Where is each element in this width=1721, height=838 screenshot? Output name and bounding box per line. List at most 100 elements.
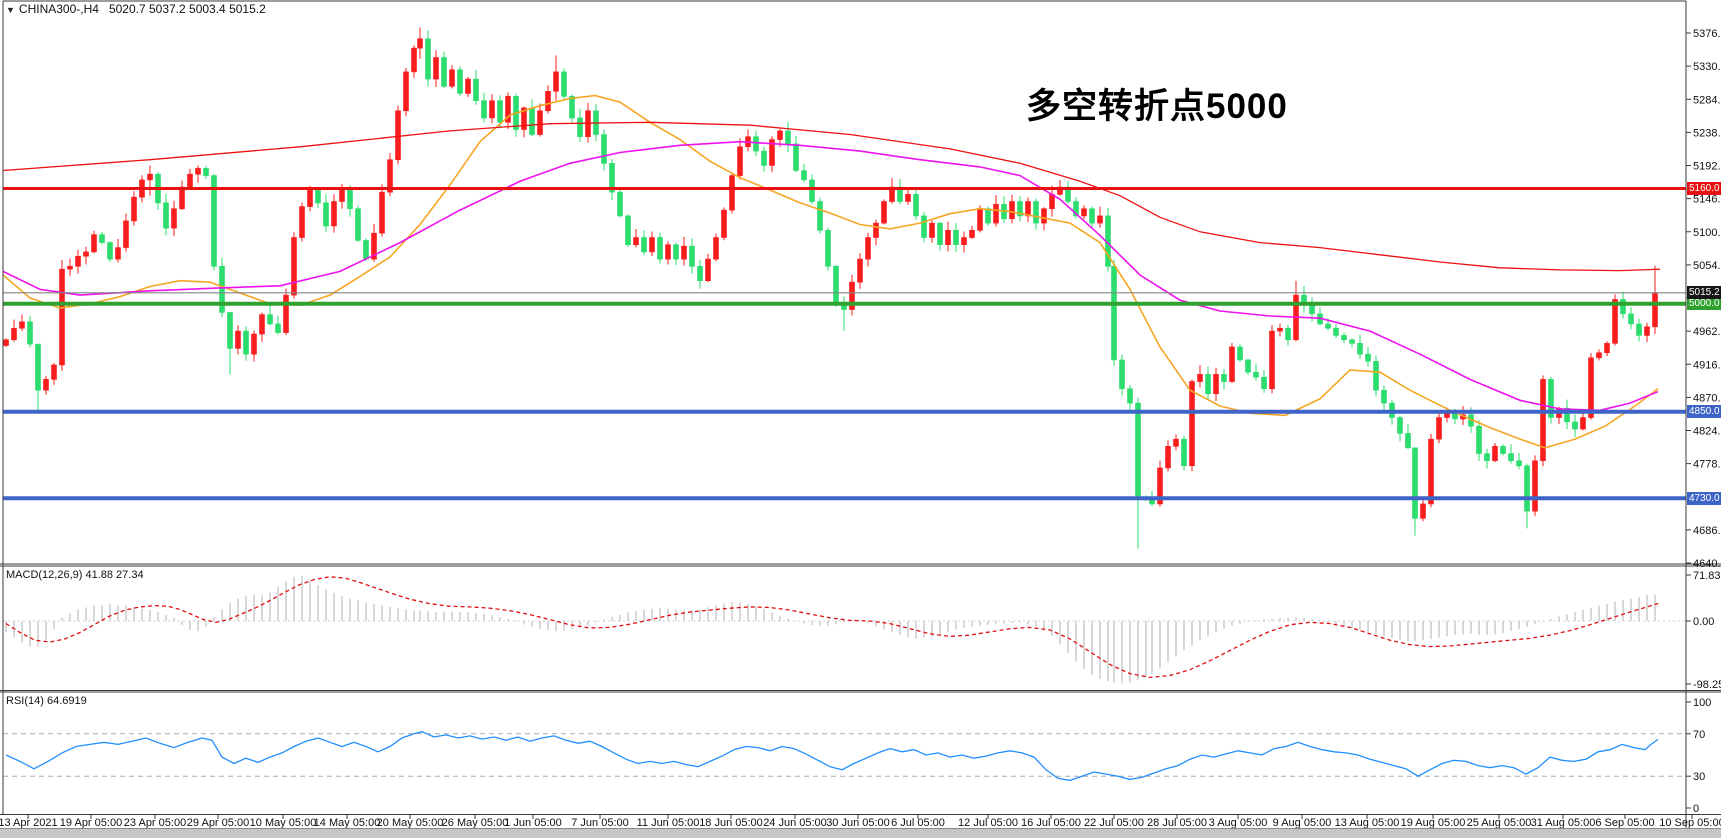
bottom-scrollbar-strip[interactable] [0, 828, 1721, 838]
candle-body [505, 96, 511, 123]
price-axis[interactable]: 5376.0 5330.0 5284.0 5238.0 5192.0 5146.0 5100… [1686, 28, 1721, 570]
time-tick-label: 31 Aug 05:00 [1531, 817, 1596, 829]
candle [1500, 444, 1506, 456]
candle [433, 50, 439, 88]
macd-tick-label: 71.83 [1693, 570, 1721, 582]
candle-body [275, 323, 281, 333]
candle-body [1628, 313, 1634, 325]
candle [1089, 206, 1095, 228]
time-tick-label: 25 Aug 05:00 [1467, 817, 1532, 829]
time-tick-label: 10 May 05:00 [250, 817, 317, 829]
candle-body [833, 266, 839, 303]
candle-body [633, 237, 639, 246]
candle-body [641, 237, 647, 253]
time-tick-label: 18 Jun 05:00 [699, 817, 763, 829]
candle [913, 188, 919, 220]
candle [195, 165, 201, 183]
price-tick-label: 5284.0 [1693, 94, 1721, 106]
candle [897, 179, 903, 205]
candle [43, 375, 49, 395]
candle-body [1540, 379, 1546, 462]
candle [155, 172, 161, 210]
candle [1524, 463, 1530, 529]
candle [267, 305, 273, 326]
candle-body [609, 163, 615, 193]
candle [403, 67, 409, 117]
candle-body [1564, 407, 1570, 423]
price-box-4850.0: 4850.0 [1687, 405, 1721, 418]
candle [211, 174, 217, 271]
candle [617, 189, 623, 218]
candle [1245, 358, 1251, 375]
rsi-tick-label: 30 [1693, 771, 1705, 783]
candle-body [1081, 208, 1087, 217]
price-tick-label: 4962.0 [1693, 326, 1721, 338]
candle [331, 194, 337, 233]
price-box-5000.0: 5000.0 [1687, 297, 1721, 310]
candle [99, 231, 105, 245]
candle [625, 214, 631, 247]
candle-body [937, 222, 943, 246]
candle-body [1111, 266, 1117, 361]
candle [1349, 338, 1355, 348]
candle-body [433, 57, 439, 80]
candle-body [769, 139, 775, 166]
rsi-panel[interactable] [3, 731, 1686, 782]
candle [1025, 197, 1031, 222]
candle-body [561, 71, 567, 97]
candle-body [299, 206, 305, 238]
candle [1516, 452, 1522, 470]
candle-body [905, 194, 911, 202]
main-price-panel[interactable] [3, 27, 1686, 549]
symbol-dropdown-icon[interactable]: ▼ [6, 5, 15, 15]
candle [961, 231, 967, 253]
candle [737, 138, 743, 180]
candle-body [1149, 499, 1155, 505]
candle [921, 211, 927, 243]
candle [179, 180, 185, 211]
candle-body [1500, 446, 1506, 454]
candle-body [187, 173, 193, 188]
price-box-5160.0: 5160.0 [1687, 182, 1721, 195]
price-tick-label: 4686.0 [1693, 525, 1721, 537]
time-tick-label: 30 Jun 05:00 [826, 817, 890, 829]
candle-body [993, 204, 999, 224]
candle-body [465, 78, 471, 94]
time-tick-label: 7 Jun 05:00 [571, 817, 629, 829]
candle-body [1221, 374, 1227, 382]
candle [1397, 415, 1403, 442]
candle-body [849, 281, 855, 310]
candle [1420, 497, 1426, 522]
candle-body [219, 266, 225, 313]
candle [1293, 280, 1299, 342]
candle-body [665, 244, 671, 260]
candle-body [403, 71, 409, 112]
candle-body [123, 220, 129, 248]
candle [1604, 341, 1610, 357]
time-tick-label: 23 Apr 05:00 [124, 817, 186, 829]
candle-body [681, 245, 687, 260]
macd-axis[interactable]: 71.83 0.00 -98.25 [1686, 570, 1721, 691]
candle-body [729, 175, 735, 211]
candle [753, 130, 759, 157]
time-tick-label: 6 Sep 05:00 [1595, 817, 1654, 829]
candle-body [19, 321, 25, 329]
candle-body [1580, 417, 1586, 430]
macd-panel[interactable] [3, 575, 1686, 684]
candle [1636, 318, 1642, 342]
candle-body [1588, 357, 1594, 418]
rsi-axis[interactable]: 100 70 30 0 [1686, 697, 1711, 815]
price-tick-label: 5238.0 [1693, 127, 1721, 139]
time-tick-label: 22 Jul 05:00 [1084, 817, 1144, 829]
candle [1189, 379, 1195, 472]
candle-body [441, 57, 447, 87]
candle [1381, 385, 1387, 410]
candle-body [75, 255, 81, 267]
candle [1652, 265, 1658, 335]
candle-body [1612, 299, 1618, 344]
time-axis[interactable]: 13 Apr 2021 19 Apr 05:00 23 Apr 05:00 29 Ap… [0, 815, 1721, 829]
candle-body [35, 343, 41, 391]
time-tick-label: 13 Apr 2021 [0, 817, 58, 829]
candle-body [1119, 359, 1125, 390]
